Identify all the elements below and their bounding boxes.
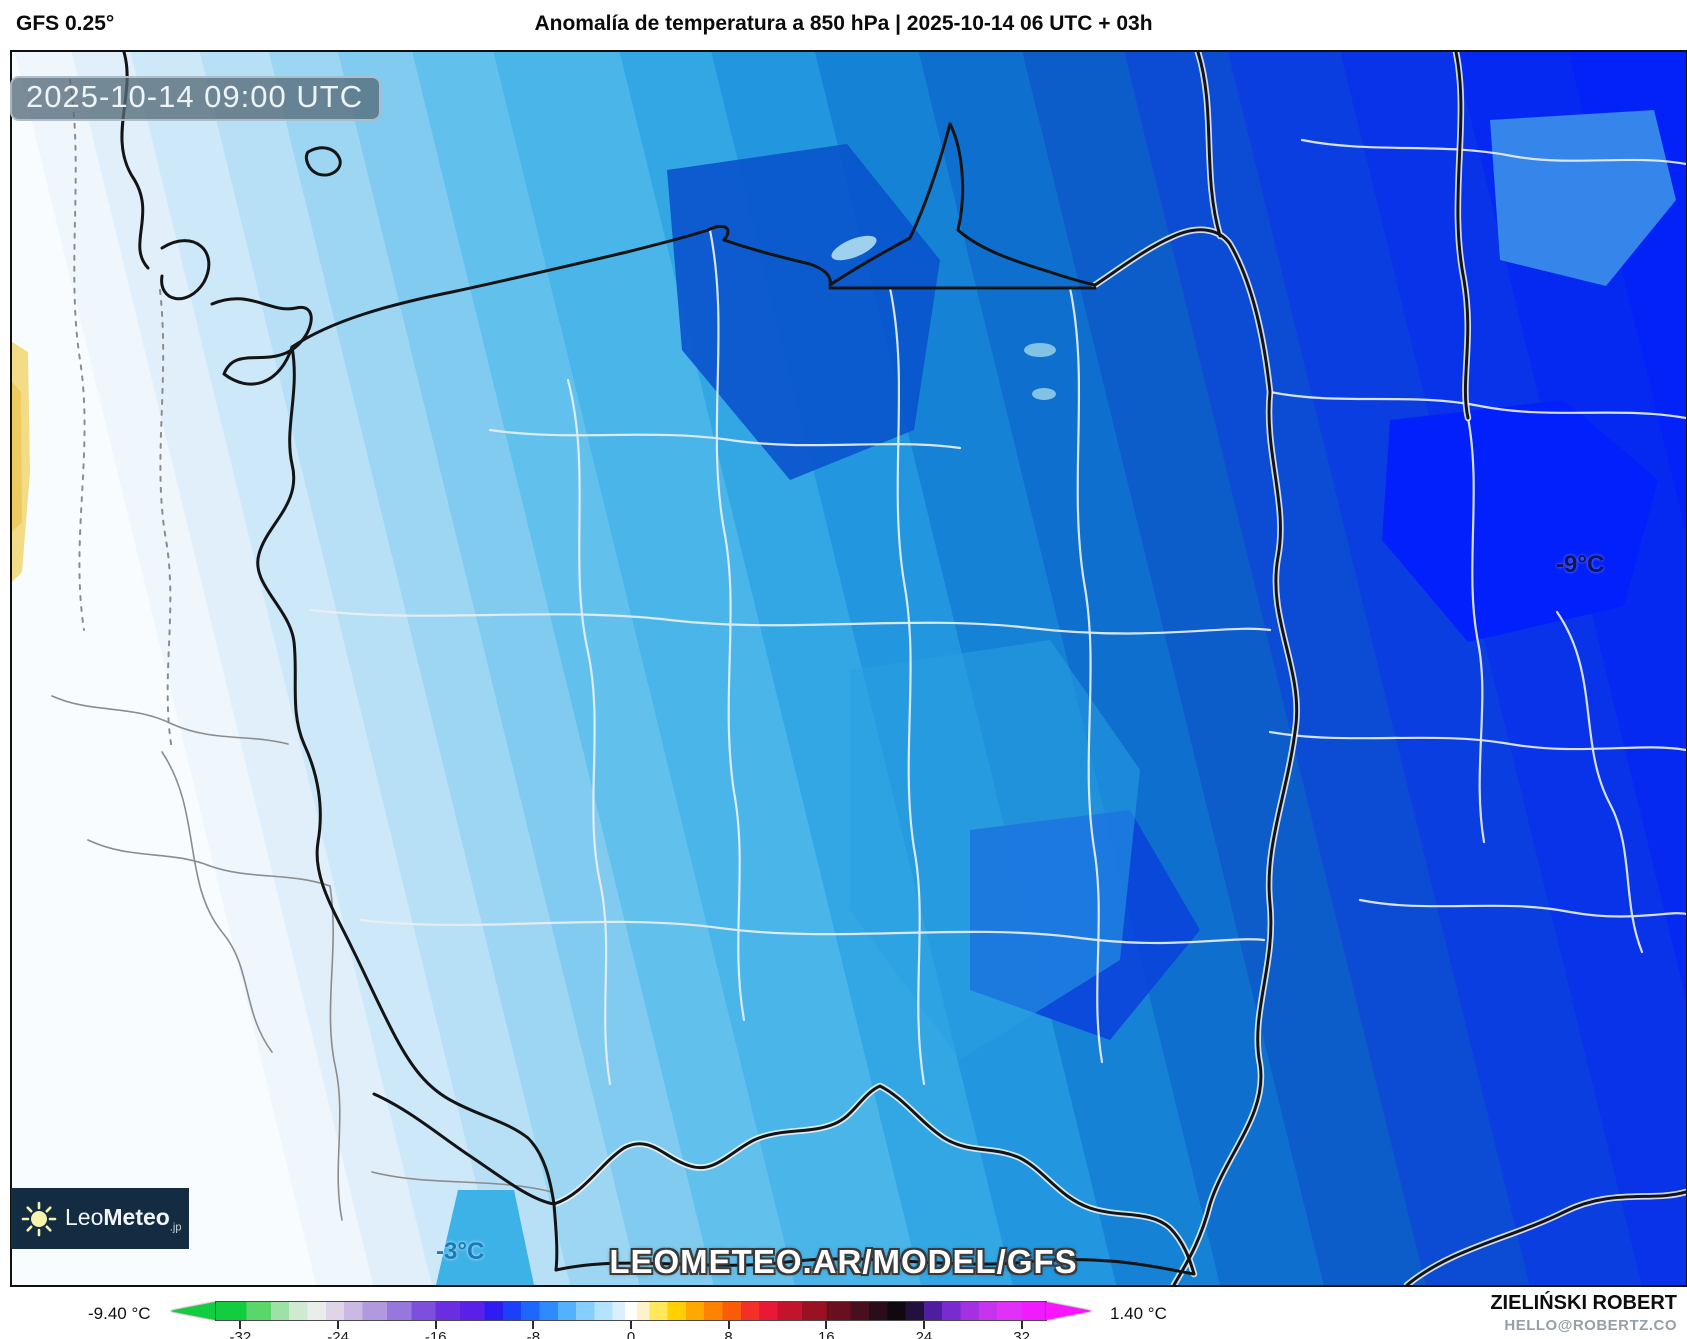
map-value-label-center: -3°C bbox=[436, 1238, 485, 1265]
region-borders-east bbox=[308, 138, 1686, 1086]
colorbar-max-label: 1.40 °C bbox=[1110, 1304, 1167, 1323]
model-label: GFS 0.25° bbox=[16, 12, 115, 35]
map-value-label-east: -9°C bbox=[1556, 551, 1605, 578]
colorbar-tick bbox=[922, 1321, 925, 1329]
colorbar-tick-label: 8 bbox=[724, 1329, 733, 1339]
colorbar-tick-label: -8 bbox=[526, 1329, 541, 1339]
colorbar-tick-label: 24 bbox=[915, 1329, 933, 1339]
colorbar-tick-label: -32 bbox=[229, 1329, 252, 1339]
logo-tld: .jp bbox=[169, 1221, 182, 1234]
colorbar-tick-label: 32 bbox=[1013, 1329, 1030, 1339]
colorbar-tick-label: 0 bbox=[626, 1329, 636, 1339]
colorbar-tick-label: 16 bbox=[817, 1329, 835, 1339]
header-bar: GFS 0.25° Anomalía de temperatura a 850 … bbox=[0, 0, 1687, 50]
colorbar-tick bbox=[727, 1321, 730, 1329]
colorbar-tick-label: -24 bbox=[327, 1329, 349, 1339]
colorbar-body bbox=[216, 1302, 1046, 1320]
colorbar-tick bbox=[630, 1321, 632, 1329]
colorbar-tick bbox=[1020, 1321, 1023, 1329]
anomaly-map bbox=[10, 50, 1687, 1287]
anomaly-map-svg bbox=[12, 52, 1686, 1285]
colorbar-tick bbox=[532, 1321, 535, 1329]
region-borders-west bbox=[51, 79, 553, 1221]
credit-author: ZIELIŃSKI ROBERT bbox=[1490, 1292, 1677, 1314]
watermark: LEOMETEO.AR/MODEL/GFS bbox=[609, 1243, 1078, 1280]
colorbar-tick bbox=[825, 1321, 828, 1329]
logo-text: LeoMeteo.jp bbox=[65, 1203, 182, 1234]
map-title: Anomalía de temperatura a 850 hPa | 2025… bbox=[534, 12, 1153, 35]
colorbar-tick bbox=[434, 1321, 437, 1329]
credit-contact: HELLO@ROBERTZ.CO bbox=[1504, 1317, 1677, 1334]
colorbar-tick bbox=[239, 1321, 242, 1329]
colorbar-tick-label: -16 bbox=[424, 1329, 447, 1339]
colorbar-arrow-right bbox=[1046, 1302, 1092, 1320]
sun-icon bbox=[21, 1201, 57, 1236]
country-borders bbox=[120, 52, 1686, 1285]
colorbar-min-label: -9.40 °C bbox=[88, 1304, 151, 1323]
colorbar: -32 -24 -16 -8 0 8 16 24 32 bbox=[170, 1302, 1092, 1339]
logo: LeoMeteo.jp bbox=[11, 1188, 189, 1249]
anomaly-pockets bbox=[12, 110, 1676, 1285]
colorbar-arrow-left bbox=[170, 1302, 216, 1320]
timestamp-badge: 2025-10-14 09:00 UTC bbox=[10, 76, 382, 121]
credits: ZIELIŃSKI ROBERT HELLO@ROBERTZ.CO bbox=[1490, 1292, 1677, 1334]
colorbar-tick bbox=[337, 1321, 340, 1329]
